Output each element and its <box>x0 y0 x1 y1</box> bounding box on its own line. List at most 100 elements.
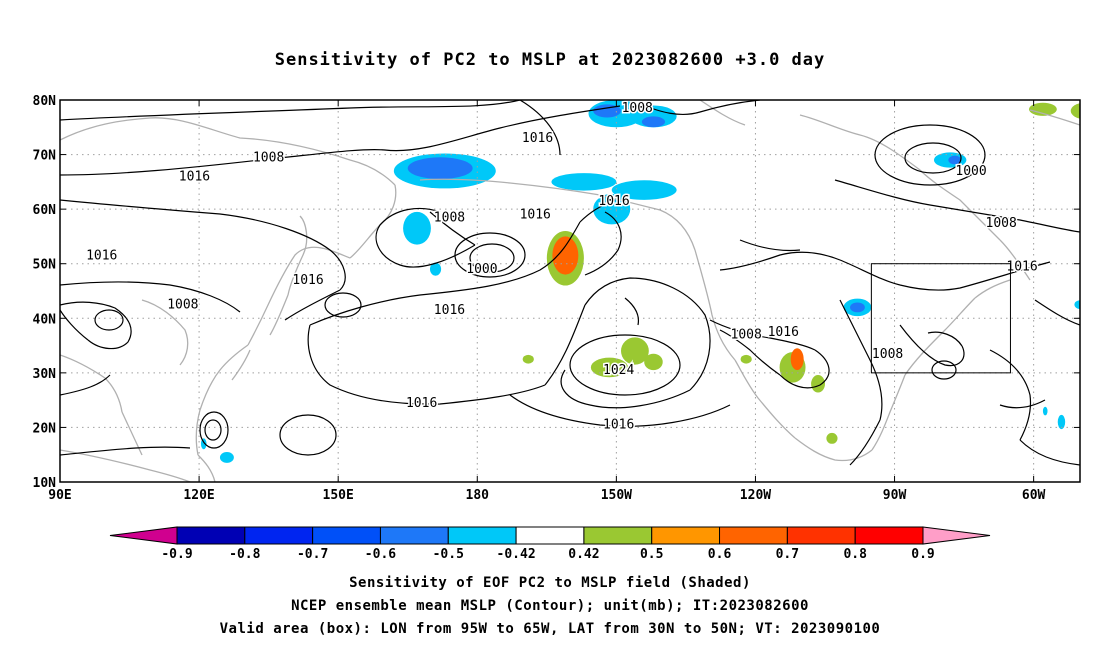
shaded-region <box>1070 103 1080 119</box>
colorbar-segment <box>379 526 449 545</box>
colorbar-tick-label: -0.9 <box>161 547 192 562</box>
coastline <box>60 354 123 413</box>
colorbar-tick-label: -0.42 <box>497 547 536 562</box>
colorbar-tick-label: 0.7 <box>776 547 799 562</box>
shaded-region <box>522 354 534 364</box>
caption-line-3: Valid area (box): LON from 95W to 65W, L… <box>219 621 881 637</box>
colorbar-segment <box>447 526 517 545</box>
colorbar-segment <box>515 526 585 545</box>
map-title: Sensitivity of PC2 to MSLP at 2023082600… <box>274 50 826 70</box>
lat-label: 30N <box>33 367 57 382</box>
colorbar-tick-label: -0.6 <box>365 547 396 562</box>
lon-label: 120W <box>740 488 771 503</box>
isobar <box>544 304 586 386</box>
isobar <box>719 329 781 376</box>
shaded-region <box>1092 441 1100 457</box>
shaded-region <box>811 375 826 393</box>
isobar <box>204 419 222 441</box>
contour-label: 1008 <box>986 216 1017 231</box>
coastline <box>141 299 189 366</box>
lon-label: 60W <box>1022 488 1046 503</box>
isobar <box>719 251 901 286</box>
isobar <box>60 446 191 456</box>
shaded-region <box>403 211 431 245</box>
shaded-region <box>593 104 621 118</box>
isobar <box>739 239 801 252</box>
lon-label: 150E <box>323 488 354 503</box>
isobar <box>60 309 89 341</box>
coastline <box>60 117 396 186</box>
colorbar-tick-label: -0.5 <box>433 547 464 562</box>
shaded-region <box>790 348 804 371</box>
isobar <box>324 292 362 318</box>
lon-label: 90E <box>48 488 71 503</box>
colorbar-segment <box>583 526 653 545</box>
colorbar-segment <box>312 526 381 545</box>
contour-label: 1008 <box>167 298 198 313</box>
sensitivity-shading <box>200 100 1100 463</box>
colorbar-tick-label: 0.5 <box>640 547 663 562</box>
isobar <box>429 211 476 246</box>
colorbar-segment <box>651 526 721 545</box>
coastlines <box>60 100 1080 482</box>
isobar <box>519 100 561 156</box>
coastline <box>419 178 601 196</box>
lat-label: 70N <box>33 149 57 164</box>
contour-label: 1016 <box>434 303 465 318</box>
isobar <box>60 301 132 350</box>
colorbar-segment <box>786 526 856 545</box>
coastline <box>269 294 289 336</box>
shaded-region <box>1042 406 1048 416</box>
latitude-labels: 10N 20N 30N 40N 50N 60N 70N 80N <box>33 94 57 491</box>
isobar <box>899 324 965 367</box>
isobar <box>60 100 521 121</box>
colorbar-tick-label: -0.7 <box>297 547 328 562</box>
isobar <box>1019 439 1080 466</box>
coastline <box>871 374 906 451</box>
lat-label: 50N <box>33 258 57 273</box>
isobar <box>307 324 546 405</box>
coastline <box>287 215 308 296</box>
contour-label: 1016 <box>1006 259 1037 274</box>
colorbar-tick-label: -0.8 <box>229 547 260 562</box>
contour-label: 1016 <box>603 418 634 433</box>
contour-label: 1016 <box>768 325 799 340</box>
isobar <box>94 309 124 331</box>
shaded-region <box>590 357 628 378</box>
contour-labels: 1008 1016 1008 1016 1008 1016 1016 1016 1000 1016… <box>85 100 1040 435</box>
colorbar: -0.9 -0.8 -0.7 -0.6 -0.5 -0.42 0.42 0.5 0.6 0.7 0.… <box>109 526 991 562</box>
contour-label: 1008 <box>622 101 653 116</box>
isobar <box>509 394 731 427</box>
lat-label: 20N <box>33 421 57 436</box>
shaded-region <box>740 354 752 364</box>
coastline <box>904 297 976 376</box>
isobar <box>709 319 816 351</box>
contour-label: 1008 <box>434 210 465 225</box>
shaded-region <box>593 193 631 225</box>
caption-line-2: NCEP ensemble mean MSLP (Contour); unit(… <box>291 598 809 614</box>
colorbar-tick-label: 0.8 <box>843 547 867 562</box>
isobar <box>584 211 622 276</box>
shaded-region <box>552 236 579 275</box>
shaded-region <box>1074 300 1080 310</box>
contour-label: 1008 <box>872 347 903 362</box>
isobar <box>899 261 1051 291</box>
shaded-region <box>1029 102 1057 116</box>
colorbar-extend-low <box>109 526 178 545</box>
shaded-region <box>551 173 617 191</box>
colorbar-segment <box>854 526 924 545</box>
valid-area-box <box>870 263 1011 374</box>
lon-label: 90W <box>883 488 907 503</box>
shaded-region <box>611 180 677 200</box>
mslp-contours <box>60 100 1080 466</box>
isobar <box>375 207 476 268</box>
shaded-region <box>621 337 649 365</box>
shaded-region <box>641 116 666 128</box>
isobar <box>309 221 581 326</box>
isobar <box>469 243 515 273</box>
contour-label: 1016 <box>292 273 323 288</box>
coastline <box>799 114 921 171</box>
lon-label: 150W <box>601 488 632 503</box>
isobar <box>779 349 830 389</box>
shaded-region <box>850 302 865 313</box>
